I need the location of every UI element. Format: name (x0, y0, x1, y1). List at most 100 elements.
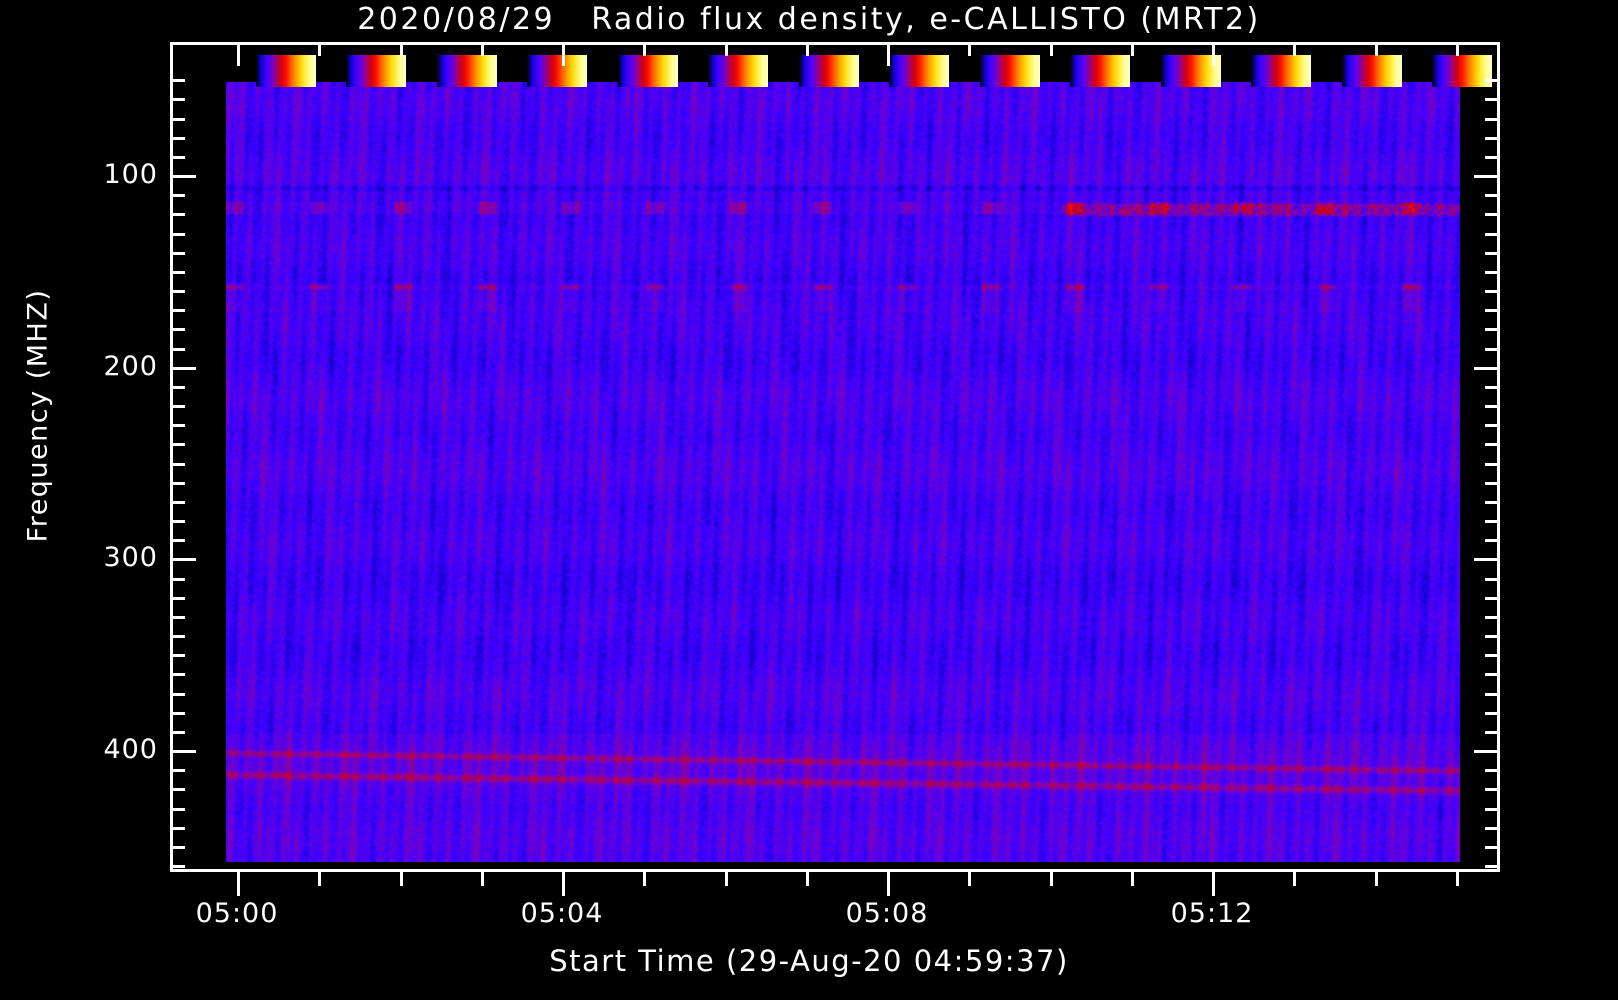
y-tick-minor-right (1485, 711, 1500, 715)
x-tick-minor-top (1293, 42, 1297, 56)
y-tick-major (170, 750, 196, 753)
y-tick-minor-right (1485, 79, 1500, 83)
calibration-marker-bar (1251, 55, 1311, 87)
calibration-marker-bar (527, 55, 587, 87)
x-tick-minor-top (1130, 42, 1134, 56)
y-tick-minor (170, 788, 185, 792)
y-tick-minor (170, 692, 185, 696)
y-tick-label-wrap: 300 (0, 542, 158, 573)
y-tick-minor-right (1485, 424, 1500, 428)
y-tick-minor (170, 769, 185, 773)
y-tick-minor-right (1485, 405, 1500, 408)
y-tick-major-right (1474, 366, 1500, 370)
spectrogram-raster (226, 82, 1460, 862)
calibration-marker-bar (618, 55, 678, 87)
y-tick-minor-right (1485, 443, 1500, 447)
x-tick-minor-top (643, 42, 647, 56)
x-tick-major (237, 872, 240, 896)
y-tick-minor (170, 405, 185, 408)
x-tick-minor (724, 872, 728, 886)
x-tick-minor (318, 872, 322, 886)
y-tick-minor-right (1485, 290, 1500, 293)
y-tick-label-wrap: 200 (0, 351, 158, 382)
y-tick-label-wrap: 100 (0, 159, 158, 190)
x-tick-label: 05:04 (520, 898, 604, 929)
dynamic-spectrum-panel (226, 82, 1460, 862)
y-tick-minor-right (1485, 462, 1500, 466)
y-tick-minor-right (1485, 654, 1500, 658)
y-tick-minor (170, 98, 185, 102)
y-tick-minor-right (1485, 251, 1500, 255)
x-tick-minor (1049, 872, 1053, 886)
x-tick-minor-top (968, 42, 972, 56)
x-tick-minor-top (1049, 42, 1053, 56)
y-tick-minor-right (1485, 769, 1500, 773)
x-tick-minor-top (480, 42, 484, 56)
y-tick-minor (170, 481, 185, 485)
y-tick-minor-right (1485, 481, 1500, 485)
y-tick-minor-right (1485, 730, 1500, 734)
calibration-marker-bar (980, 55, 1040, 87)
x-axis-title: Start Time (29-Aug-20 04:59:37) (549, 944, 1069, 978)
y-tick-minor (170, 520, 185, 523)
y-tick-minor-right (1485, 845, 1500, 849)
y-tick-minor (170, 194, 185, 198)
y-tick-major (170, 175, 196, 178)
x-tick-minor (1455, 872, 1459, 886)
y-tick-minor (170, 424, 185, 428)
y-tick-minor (170, 826, 185, 830)
y-tick-minor (170, 730, 185, 734)
x-tick-minor (968, 872, 972, 886)
calibration-marker-bar (1432, 55, 1492, 87)
y-tick-minor (170, 462, 185, 466)
y-tick-major-right (1474, 175, 1500, 178)
y-tick-minor-right (1485, 615, 1500, 619)
x-tick-minor (480, 872, 484, 886)
y-tick-minor (170, 577, 185, 581)
y-tick-major (170, 366, 196, 370)
y-tick-label-wrap: 400 (0, 734, 158, 765)
x-tick-major-top (237, 42, 240, 66)
y-tick-minor (170, 155, 185, 159)
y-tick-minor (170, 213, 185, 217)
y-tick-major-right (1474, 750, 1500, 753)
y-tick-label: 200 (103, 350, 158, 382)
x-tick-major (562, 872, 565, 896)
y-tick-minor (170, 347, 185, 351)
y-tick-minor (170, 865, 185, 868)
calibration-marker-bar (256, 55, 316, 87)
y-tick-minor-right (1485, 117, 1500, 121)
y-tick-minor (170, 232, 185, 236)
y-tick-minor (170, 635, 185, 638)
x-tick-minor (1293, 872, 1297, 886)
x-tick-minor (399, 872, 403, 886)
y-tick-minor-right (1485, 807, 1500, 811)
y-tick-minor-right (1485, 213, 1500, 217)
x-tick-label: 05:00 (195, 898, 279, 929)
y-tick-minor-right (1485, 136, 1500, 140)
y-tick-minor-right (1485, 347, 1500, 351)
x-tick-minor-top (1374, 42, 1378, 56)
y-tick-minor-right (1485, 865, 1500, 868)
y-tick-major (170, 558, 196, 562)
calibration-marker-bar (1070, 55, 1130, 87)
calibration-marker-bar (346, 55, 406, 87)
calibration-marker-bar (437, 55, 497, 87)
x-tick-minor (1130, 872, 1134, 886)
y-tick-minor-right (1485, 194, 1500, 198)
y-tick-label: 400 (103, 734, 158, 765)
y-tick-minor (170, 79, 185, 83)
y-tick-minor-right (1485, 155, 1500, 159)
y-tick-minor (170, 596, 185, 600)
y-tick-minor (170, 270, 185, 274)
y-tick-minor (170, 673, 185, 677)
calibration-marker-row (226, 55, 1492, 87)
y-tick-minor (170, 615, 185, 619)
calibration-marker-bar (708, 55, 768, 87)
x-tick-major (1212, 872, 1215, 896)
x-tick-label: 05:08 (845, 898, 929, 929)
y-tick-major-right (1474, 558, 1500, 562)
x-tick-minor (805, 872, 809, 886)
y-tick-minor (170, 328, 185, 332)
calibration-marker-bar (1161, 55, 1221, 87)
